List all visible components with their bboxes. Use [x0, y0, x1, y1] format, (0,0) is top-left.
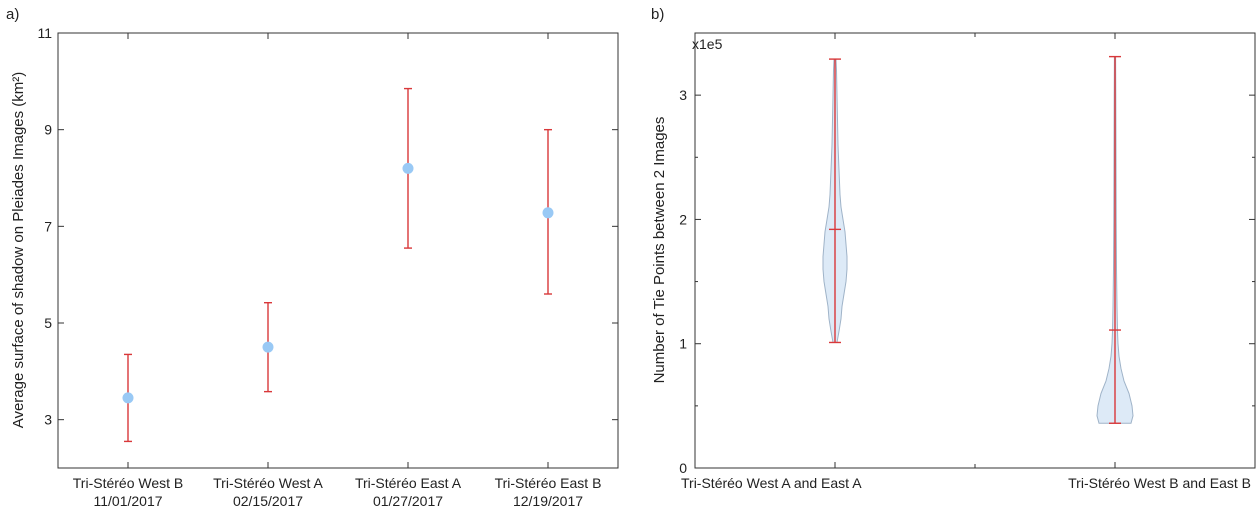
marks-a — [122, 87, 554, 443]
y-tick-label-a-0: 3 — [44, 412, 52, 428]
x-tick-label-a-1-0: Tri-Stéréo West A — [213, 475, 323, 491]
multiplier-label: x1e5 — [692, 36, 723, 52]
x-tick-label-a-3-0: Tri-Stéréo East B — [495, 475, 602, 491]
y-axis-label-a: Average surface of shadow on Pleiades Im… — [10, 72, 27, 429]
mean-point-a-2 — [402, 162, 414, 174]
x-tick-label-a-0-1: 11/01/2017 — [93, 493, 162, 509]
panel-label-a: a) — [6, 6, 19, 23]
x-tick-label-a-3-1: 12/19/2017 — [513, 493, 583, 509]
y-tick-label-a-4: 11 — [37, 25, 52, 41]
y-tick-label-a-1: 5 — [44, 315, 52, 331]
mean-point-a-3 — [542, 207, 554, 219]
y-tick-label-b-1: 1 — [679, 336, 687, 352]
y-ticks-b: 0 1 2 3 — [679, 87, 1255, 476]
y-tick-label-a-2: 7 — [44, 218, 52, 234]
x-ticks-b: Tri-Stéréo West A and East A Tri-Stéréo W… — [681, 33, 1251, 491]
plot-frame-b — [694, 32, 1256, 469]
x-tick-label-b-1: Tri-Stéréo West B and East B — [1068, 475, 1251, 491]
marks-b — [822, 55, 1134, 424]
y-tick-label-a-3: 9 — [44, 122, 52, 138]
plot-frame-a — [57, 32, 619, 469]
x-tick-label-b-0: Tri-Stéréo West A and East A — [681, 475, 862, 491]
y-ticks-a: 3 5 7 9 11 — [37, 25, 618, 428]
y-tick-label-b-3: 3 — [679, 87, 687, 103]
x-tick-label-a-1-1: 02/15/2017 — [233, 493, 303, 509]
panel-label-b: b) — [651, 6, 664, 23]
x-ticks-a: Tri-Stéréo West B 11/01/2017 Tri-Stéréo We… — [73, 33, 602, 509]
x-tick-label-a-2-1: 01/27/2017 — [373, 493, 443, 509]
mean-point-a-1 — [262, 341, 274, 353]
x-tick-label-a-0-0: Tri-Stéréo West B — [73, 475, 183, 491]
y-axis-label-b: Number of Tie Points between 2 Images — [651, 117, 668, 384]
y-tick-label-b-2: 2 — [679, 211, 687, 227]
mean-point-a-0 — [122, 392, 134, 404]
y-tick-label-b-0: 0 — [679, 460, 687, 476]
x-tick-label-a-2-0: Tri-Stéréo East A — [355, 475, 462, 491]
